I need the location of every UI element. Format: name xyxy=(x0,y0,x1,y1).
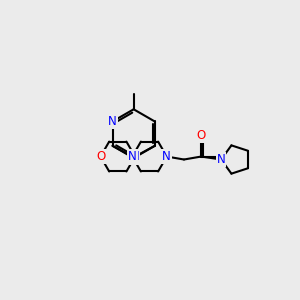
Text: N: N xyxy=(128,150,136,163)
Text: O: O xyxy=(196,129,206,142)
Text: N: N xyxy=(129,152,138,164)
Text: N: N xyxy=(108,115,117,128)
Text: N: N xyxy=(217,153,226,166)
Text: N: N xyxy=(162,150,171,163)
Text: O: O xyxy=(96,150,105,163)
Text: N: N xyxy=(131,150,140,163)
